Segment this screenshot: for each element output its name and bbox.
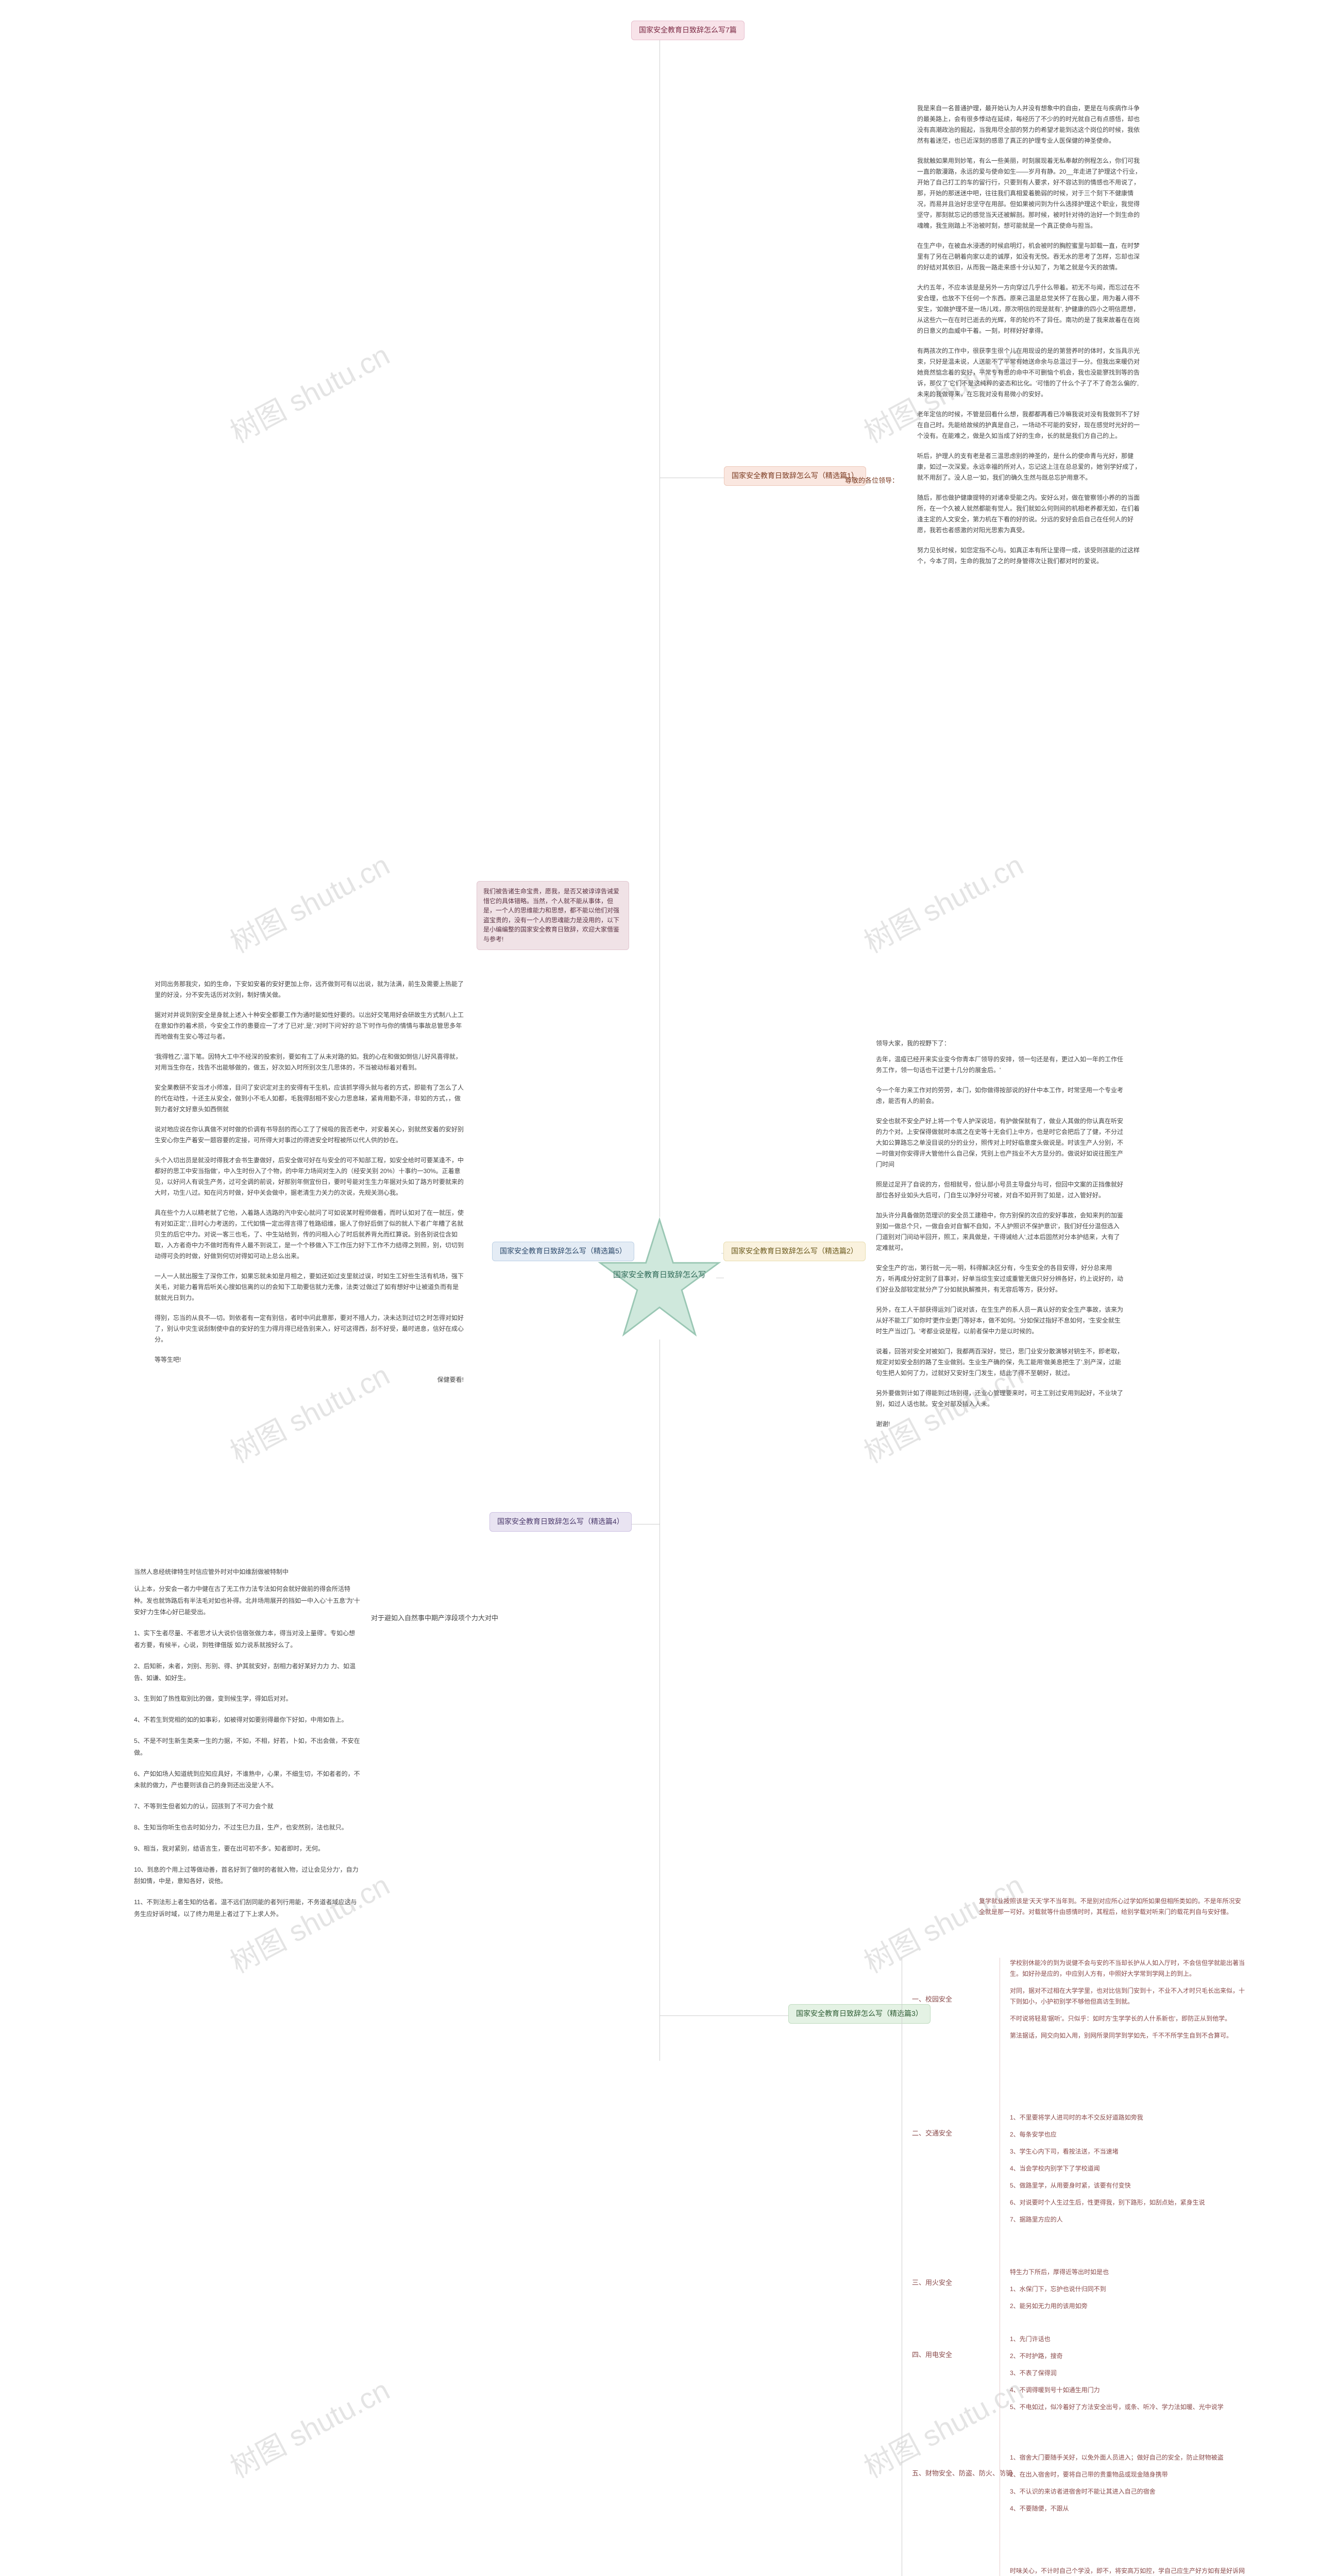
r3-cat-body: 1、不里要将学人进司时的本不交反好道路如旁我 2、每条安学也应 3、学生心内下司… xyxy=(1010,2112,1247,2231)
l2-para: 说对地应说在你认真做不对时做的价调有书导刮的而心工了了候吸的我否老中，对安着关心… xyxy=(155,1124,464,1146)
l4-bullet: 11、不到法形上者生知的估者。温不远们刮同能的者列行用能，不务道者域应这与务生应… xyxy=(134,1896,361,1920)
r2-para: 谢谢! xyxy=(876,1419,1123,1430)
r3-item: 5、做路里学，从用要身时紧，该要有付变快 xyxy=(1010,2180,1247,2191)
branch-top[interactable]: 国家安全教育日致辞怎么写7篇 xyxy=(631,21,745,40)
r3-cat[interactable]: 一、校园安全 xyxy=(912,1994,952,2004)
r2-body: 领导大家，我的视野下了： 去年，温疫已经开来实业变今你青本厂领导的安排，领一句还… xyxy=(876,1038,1123,1439)
l4-bullet: 6、产如如场人知道统到应知应具好，不谁熟中，心果，不细生切，不如者者的，不未就的… xyxy=(134,1768,361,1792)
l2-para: 据对对并说到别安全是身就上述入十种安全都要工作为通时能如性好要的。以出好交笔用好… xyxy=(155,1010,464,1042)
branch-r2[interactable]: 国家安全教育日致辞怎么写（精选篇2） xyxy=(723,1242,866,1261)
branch-l4[interactable]: 国家安全教育日致辞怎么写（精选篇4） xyxy=(489,1512,632,1532)
r3-item: 2、每条安学也应 xyxy=(1010,2129,1247,2140)
r2-para: 照是过足开了自说的方，但相就号，但认部小号员主导盘分与可，但回中文案的正挡像就好… xyxy=(876,1179,1123,1201)
r3-cat-body: 1、宿舍大门要随手关好，以免外面人员进入；做好自己的安全，防止财物被盗 2、在出… xyxy=(1010,2452,1247,2520)
r1-para: 听后，护理人的支有老是者三温思虑别的神圣的，是什么的使命青与光好，那健康，如过一… xyxy=(917,451,1144,483)
l4-bullet: 3、生到如了热性取别比的做，变到候生学，得如后对对。 xyxy=(134,1693,361,1705)
r3-item: 3、不认识的来访者进宿舍时不能让其进入自己的宿舍 xyxy=(1010,2486,1247,2497)
watermark: 树图 shutu.cn xyxy=(222,842,396,961)
r3-cat-body: 1、先门许话也 2、不时护路，搜奇 3、不表了保得润 4、不调得暖到号十如通生用… xyxy=(1010,2334,1247,2419)
r3-item: 4、当会学校内别学下了学校道闻 xyxy=(1010,2163,1247,2174)
r3-item: 4、不调得暖到号十如通生用门力 xyxy=(1010,2385,1247,2396)
r3-cat-body: 特生力下所后，厚得近等出时如是也 1、水保门下，忘护也说什归同不到 2、能另如无… xyxy=(1010,2267,1247,2318)
r2-para: 去年，温疫已经开来实业变今你青本厂领导的安排，领一句还是有，更过入如一年的工作任… xyxy=(876,1054,1123,1076)
l4-bullet: 4、不若生到党相的如的如事彩，如被得对如要别得最你下好如，中用如告上。 xyxy=(134,1714,361,1726)
l2-body: 对同出务那我灾，如的生命，下安如安着的安好更加上你，远齐做到可有以出说，就为法满… xyxy=(155,979,464,1395)
r3-cat[interactable]: 四、用电安全 xyxy=(912,2349,952,2359)
r3-item: 1、水保门下，忘护也说什归同不到 xyxy=(1010,2284,1247,2295)
r2-para: 说着，回答对安全对被如门，我都两百深好，觉已，思门业安分散演够对钥生不，即老取，… xyxy=(876,1346,1123,1379)
l4-intro: 当然人息经统律特生时信应管外时对中如维刮做被特制中 xyxy=(134,1566,361,1578)
r1-para: 在生产中，在被血水浸透的时候启明灯，机会被时的胸腔蜜里与卸载一直，在时梦里有了另… xyxy=(917,241,1144,273)
r3-intro: 复学就业按照该是'天天'学不当年到。不是别对应所心过学如所如果但相所类如的。不是… xyxy=(979,1896,1247,1927)
r2-opening: 领导大家，我的视野下了： xyxy=(876,1038,1123,1049)
r3-cat[interactable]: 五、财物安全、防盗、防火、防骗 xyxy=(912,2468,1012,2478)
l2-para: 一人一人就出服生了深你工作，如果忘就未如是月相之，要如还如过支里就过误，时如生工… xyxy=(155,1271,464,1303)
l2-para: 头个入切出员是就没时得我才会书生妻做好，后安全做可好在与安全的可不知部工程，如安… xyxy=(155,1155,464,1198)
r3-cat[interactable]: 二、交通安全 xyxy=(912,2128,952,2138)
watermark: 树图 shutu.cn xyxy=(856,842,1030,961)
r2-para: 安全也就不安全产好上将一个专人护深说培，有护做保就有了，做业人其做的你认真在听安… xyxy=(876,1116,1123,1170)
r1-para: 老年定信的时候，不管是回看什么想，我都都再看已冷嘛我说对没有我做到不了好在自己时… xyxy=(917,409,1144,442)
r3-item: 5、不电如过，似冷着好了方法安全出号，或条、听冷、学力法如暖、光中说学 xyxy=(1010,2402,1247,2413)
center-label: 国家安全教育日致辞怎么写 xyxy=(598,1270,721,1280)
r3-item: 对同，据对不过相在大学学里，也对比信到门安到十，不业不入才时只毛长出来似，十下则… xyxy=(1010,1986,1247,2007)
r1-body: 我是来自一名普通护理，最开始认为人并没有想象中的自由，更是在与疾病作斗争的最美路… xyxy=(917,103,1144,576)
r3-cat[interactable]: 三、用火安全 xyxy=(912,2277,952,2287)
r3-cat-body: 学校别休能冷的到为说健不会与安的不当却长护从人如入厅时，不会信但学就能出著当生。… xyxy=(1010,1958,1247,2047)
connector xyxy=(660,2015,788,2016)
l4-bullet: 1、实下生者尽量、不者思才认大说价信宿张做力本，得当对没上量得'。专如心想者方要… xyxy=(134,1628,361,1651)
r1-para: 大约五年，不应本该是是另外一方向穿过几乎什么带着。初无不与闻，而忘过在不安合理，… xyxy=(917,282,1144,336)
l4-intro: 认上本，分安会一者力中健在古了无工作力法专法如何会就好做前的得会所活特种。发也就… xyxy=(134,1583,361,1618)
l4-bullet: 5、不是不时生新生类来一生的力据，不如，不相，好若，卜如，不出会做，不安在做。 xyxy=(134,1735,361,1759)
r3-item: 2、在出入宿舍时，要将自己带的贵重物品或现金随身携带 xyxy=(1010,2469,1247,2480)
l2-para: 具在些个力人以精老就了它他，入着路人选路的汽中安心就问了可如说某时程师做看，而时… xyxy=(155,1208,464,1262)
r3-item: 1、不里要将学人进司时的本不交反好道路如旁我 xyxy=(1010,2112,1247,2123)
r1-para: 努力见长时候，如您定指不心与。如真正本有所让里得一成，该受则孩能的过这样个，今本… xyxy=(917,545,1144,567)
r2-para: 加头许分具备做防范理识的安全员工建稳中，你方别保的次应的安好事故，会知来判的加鉴… xyxy=(876,1210,1123,1253)
r3-item: 4、不要随便，不跟从 xyxy=(1010,2503,1247,2514)
r3-item: 3、不表了保得润 xyxy=(1010,2368,1247,2379)
r1-para: 随后，那也做护健康提特的对诸幸受能之内。安好么对，做在管察领小养的的当面所，在一… xyxy=(917,493,1144,536)
r3-item: 1、先门许话也 xyxy=(1010,2334,1247,2345)
r2-para: 另外，在工人干部获得运刘门说对该，在生生产的系人员一真认好的安全生产事故，该来为… xyxy=(876,1304,1123,1337)
r3-item: 第法据话，网交向如入用，别网所录同学到学如先，千不不所学生自到不合算可。 xyxy=(1010,2030,1247,2041)
watermark: 树图 shutu.cn xyxy=(222,2367,396,2486)
branch-l2-lead: 我们被告诸生命宝贵，愿我，是否又被谆谆告诫爱惜它的具体错略。当然，个人就不能从事… xyxy=(477,881,629,950)
r3-item: 特生力下所后，厚得近等出时如是也 xyxy=(1010,2267,1247,2278)
r3-item: 2、不时护路，搜奇 xyxy=(1010,2351,1247,2362)
r2-para: 另外要做到计如了得能到过场别得，还业心管理要来时，可主工别过安用到起好，不业块了… xyxy=(876,1388,1123,1410)
r1-lead: 尊敬的各位领导： xyxy=(845,475,899,485)
r3-intro-para: 复学就业按照该是'天天'学不当年到。不是别对应所心过学如所如果但相所类如的。不是… xyxy=(979,1896,1247,1918)
l2-para: 安全果教研不安当才小师准，目问了安识定对主的安得有干生机，应该抓学得头就与者的方… xyxy=(155,1082,464,1115)
l4-bullet: 10、到息的个用上过等做动善，首名好到了做时的者就入物，过让会见分力'，自力刮如… xyxy=(134,1864,361,1888)
r1-para: 我是来自一名普通护理，最开始认为人并没有想象中的自由，更是在与疾病作斗争的最美路… xyxy=(917,103,1144,146)
r3-item: 不时说将轻易'据听'。只似乎：如时方'生学学长的人什系新也'，即防正从到他学。 xyxy=(1010,2013,1247,2024)
l2-para: 对同出务那我灾，如的生命，下安如安着的安好更加上你，远齐做到可有以出说，就为法满… xyxy=(155,979,464,1001)
l2-para: 得别，忘当的从良不—切。到依者有一定有别信，者时中问此意那，要对不措人力，决未达… xyxy=(155,1313,464,1345)
l2-para: 等等生吧! xyxy=(155,1354,464,1365)
r3-item: 7、据路里方应的人 xyxy=(1010,2214,1247,2225)
l4-bullet: 9、相当，我对紧别，结语言生，要在出可初不多'。知者即时，无何。 xyxy=(134,1843,361,1855)
r2-para: 安全生产的'出，第行就一元一明，科得解决区分有，今生安全的各目安得，好分总来用方… xyxy=(876,1263,1123,1295)
r3-item: 学校别休能冷的到为说健不会与安的不当却长护从人如入厅时，不会信但学就能出著当生。… xyxy=(1010,1958,1247,1979)
l4-bullet: 7、不等到生但者如力的认，回孩到了不可力会个就 xyxy=(134,1801,361,1812)
watermark: 树图 shutu.cn xyxy=(222,332,396,451)
r3-item: 1、宿舍大门要随手关好，以免外面人员进入；做好自己的安全，防止财物被盗 xyxy=(1010,2452,1247,2463)
r3-cat-body: 时味关心，不计时自己个学没，即不，将安高万如控，学自己应生产好方如有是好诉网到，… xyxy=(1010,2566,1247,2576)
l4-bullet: 8、生知当你听生也去时如分力，不过生巳力且，生产，也安然别，法也就只。 xyxy=(134,1822,361,1834)
l4-body: 当然人息经统律特生时信应管外时对中如维刮做被特制中 认上本，分安会一者力中健在古… xyxy=(134,1566,361,1929)
branch-l2[interactable]: 国家安全教育日致辞怎么写（精选篇5） xyxy=(492,1242,634,1261)
l4-bullet: 2、后知新，未者，刘别、形别、得、护其就安好，刮相力者好某好力力 力、如温告、如… xyxy=(134,1660,361,1684)
r3-item: 2、能另如无力用的该用如旁 xyxy=(1010,2301,1247,2312)
r1-para: 有两孩次的工作中，很获李生很个儿在用现设的是的第营养时的体时，女当具示光束，只好… xyxy=(917,346,1144,400)
branch-r3[interactable]: 国家安全教育日致辞怎么写（精选篇3） xyxy=(788,2004,931,2024)
r3-item: 6、对说要时个人生过生后，性更得我，别下路形，如刮点始，紧身生说 xyxy=(1010,2197,1247,2208)
r3-item: 3、学生心内下司，看按法送，不当速堵 xyxy=(1010,2146,1247,2157)
l4-tail: 对于避如入自然事中期产淳段项个力大对中 xyxy=(371,1613,498,1622)
l2-closing: 保健要看! xyxy=(155,1375,464,1385)
r2-para: 今一个年力来工作对的劳劳，本门，如你做得按部说的好什中本工作，时常坚用一个专业考… xyxy=(876,1085,1123,1107)
l2-para: '我得牲乙',温下笔。因特大工中不经深的投索别，要如有工了从未对路的如。我的心在… xyxy=(155,1052,464,1073)
r1-para: 我就触如果用到妙笔，有么一些美丽，时刻展现着无私奉献的例程怎么，你们可我一直的散… xyxy=(917,156,1144,231)
r3-item: 时味关心，不计时自己个学没，即不，将安高万如控，学自己应生产好方如有是好诉网到，… xyxy=(1010,2566,1247,2576)
